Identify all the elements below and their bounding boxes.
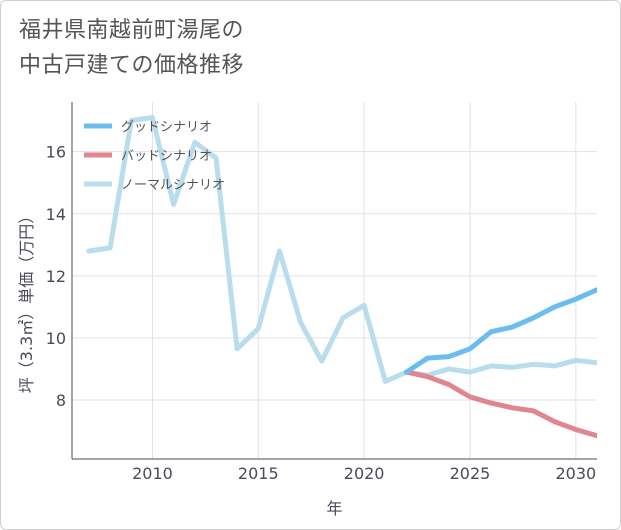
x-axis-title: 年 [326,499,342,518]
legend-label-2: ノーマルシナリオ [121,178,225,193]
x-tick-label-2025: 2025 [450,464,491,483]
tick-labels: 2010 2015 2020 2025 2030 8 10 12 14 16 [46,143,597,483]
y-tick-label-8: 8 [56,391,66,410]
x-tick-label-2030: 2030 [555,464,596,483]
y-tick-label-14: 14 [46,205,66,224]
axes [71,102,597,460]
series-line-0 [404,287,597,375]
y-tick-label-16: 16 [46,143,66,162]
series-line-1 [404,369,597,439]
series-lines [86,115,597,439]
x-tick-label-2010: 2010 [132,464,173,483]
chart-title: 福井県南越前町湯尾の 中古戸建ての価格推移 [19,13,244,83]
x-tick-label-2020: 2020 [344,464,385,483]
chart-title-line-1: 福井県南越前町湯尾の [19,18,245,43]
grid-lines [72,102,597,459]
legend-label-0: グッドシナリオ [121,120,212,135]
x-tick-label-2015: 2015 [238,464,279,483]
y-axis-title: 坪（3.3㎡）単価（万円） [17,208,36,393]
legend-label-1: バッドシナリオ [121,149,212,164]
y-tick-label-10: 10 [46,329,66,348]
series-line-2 [86,115,597,384]
y-tick-label-12: 12 [46,267,66,286]
chart-title-line-2: 中古戸建ての価格推移 [19,53,245,78]
